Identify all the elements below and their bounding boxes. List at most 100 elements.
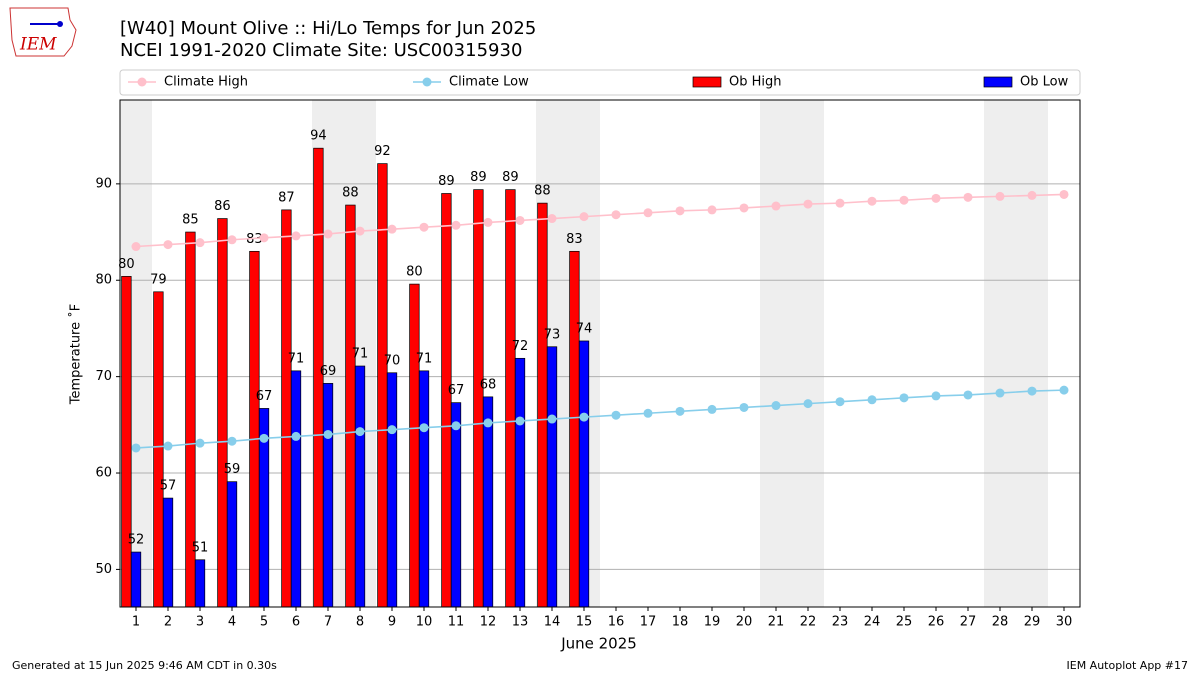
y-tick-label: 60 (95, 466, 112, 481)
line-marker (611, 410, 621, 420)
value-label: 88 (342, 186, 359, 201)
line-marker (227, 436, 237, 446)
bar (217, 218, 228, 608)
y-axis-label: Temperature ˚F (68, 304, 84, 405)
line-marker (739, 402, 749, 412)
x-tick-label: 9 (388, 615, 396, 630)
value-label: 94 (310, 129, 327, 144)
value-label: 52 (128, 533, 145, 548)
bar (569, 250, 580, 608)
line-marker (1027, 190, 1037, 200)
line-marker (835, 198, 845, 208)
x-tick-label: 17 (640, 615, 657, 630)
legend-swatch (137, 77, 147, 87)
x-tick-label: 13 (512, 615, 529, 630)
x-tick-label: 5 (260, 615, 268, 630)
bar (505, 189, 516, 608)
bar (578, 340, 590, 608)
line-marker (707, 205, 717, 215)
legend-swatch (422, 77, 432, 87)
bar (514, 357, 526, 608)
legend-label: Climate Low (449, 75, 529, 90)
line-marker (771, 401, 781, 411)
line-marker (547, 414, 557, 424)
bar (482, 396, 494, 608)
value-label: 83 (566, 232, 583, 247)
value-label: 83 (246, 232, 263, 247)
line-marker (451, 220, 461, 230)
line-marker (995, 191, 1005, 201)
footer-right: IEM Autoplot App #17 (1067, 659, 1189, 672)
value-label: 89 (470, 170, 487, 185)
chart-title: [W40] Mount Olive :: Hi/Lo Temps for Jun… (120, 18, 536, 39)
value-label: 67 (448, 383, 465, 398)
line-marker (867, 395, 877, 405)
line-marker (739, 203, 749, 213)
line-marker (163, 240, 173, 250)
line-marker (131, 242, 141, 252)
value-label: 87 (278, 190, 295, 205)
legend-label: Ob High (729, 75, 782, 90)
bar (281, 209, 292, 608)
line-marker (291, 231, 301, 241)
x-tick-label: 16 (608, 615, 625, 630)
line-marker (643, 208, 653, 218)
line-marker (195, 438, 205, 448)
x-tick-label: 22 (800, 615, 817, 630)
line-marker (707, 404, 717, 414)
line-marker (387, 224, 397, 234)
line-marker (515, 416, 525, 426)
line-marker (387, 425, 397, 435)
bar (162, 497, 174, 608)
bar (418, 370, 430, 608)
line-marker (1027, 386, 1037, 396)
bar (546, 346, 558, 608)
bar (121, 276, 132, 608)
legend-box (119, 69, 1081, 96)
value-label: 68 (480, 377, 497, 392)
legend-label: Ob Low (1020, 75, 1069, 90)
x-tick-label: 4 (228, 615, 236, 630)
legend-label: Climate High (164, 75, 248, 90)
value-label: 86 (214, 199, 231, 214)
value-label: 89 (438, 174, 455, 189)
bar (194, 559, 206, 608)
footer-left: Generated at 15 Jun 2025 9:46 AM CDT in … (12, 659, 277, 672)
legend-swatch (692, 76, 722, 88)
x-tick-label: 19 (704, 615, 721, 630)
value-label: 88 (534, 184, 551, 199)
value-label: 85 (182, 213, 199, 228)
value-label: 80 (406, 265, 423, 280)
line-marker (771, 201, 781, 211)
line-marker (323, 429, 333, 439)
line-marker (579, 412, 589, 422)
bar (226, 481, 238, 608)
line-marker (963, 390, 973, 400)
line-marker (675, 406, 685, 416)
line-marker (643, 408, 653, 418)
line-marker (995, 388, 1005, 398)
highlight-band (760, 100, 792, 607)
line-marker (867, 196, 877, 206)
line-marker (291, 431, 301, 441)
line-marker (547, 214, 557, 224)
x-tick-label: 24 (864, 615, 881, 630)
legend-swatch (983, 76, 1013, 88)
line-marker (899, 195, 909, 205)
line-marker (323, 229, 333, 239)
x-tick-label: 23 (832, 615, 849, 630)
line-marker (803, 399, 813, 409)
x-axis-label: June 2025 (560, 635, 637, 653)
x-tick-label: 30 (1056, 615, 1073, 630)
logo: IEM (9, 7, 77, 57)
value-label: 79 (150, 272, 167, 287)
line-marker (899, 393, 909, 403)
line-marker (355, 427, 365, 437)
line-series (135, 193, 1065, 248)
y-tick-label: 80 (95, 273, 112, 288)
highlight-band (792, 100, 824, 607)
line-marker (355, 226, 365, 236)
bar (249, 250, 260, 608)
x-tick-label: 25 (896, 615, 913, 630)
